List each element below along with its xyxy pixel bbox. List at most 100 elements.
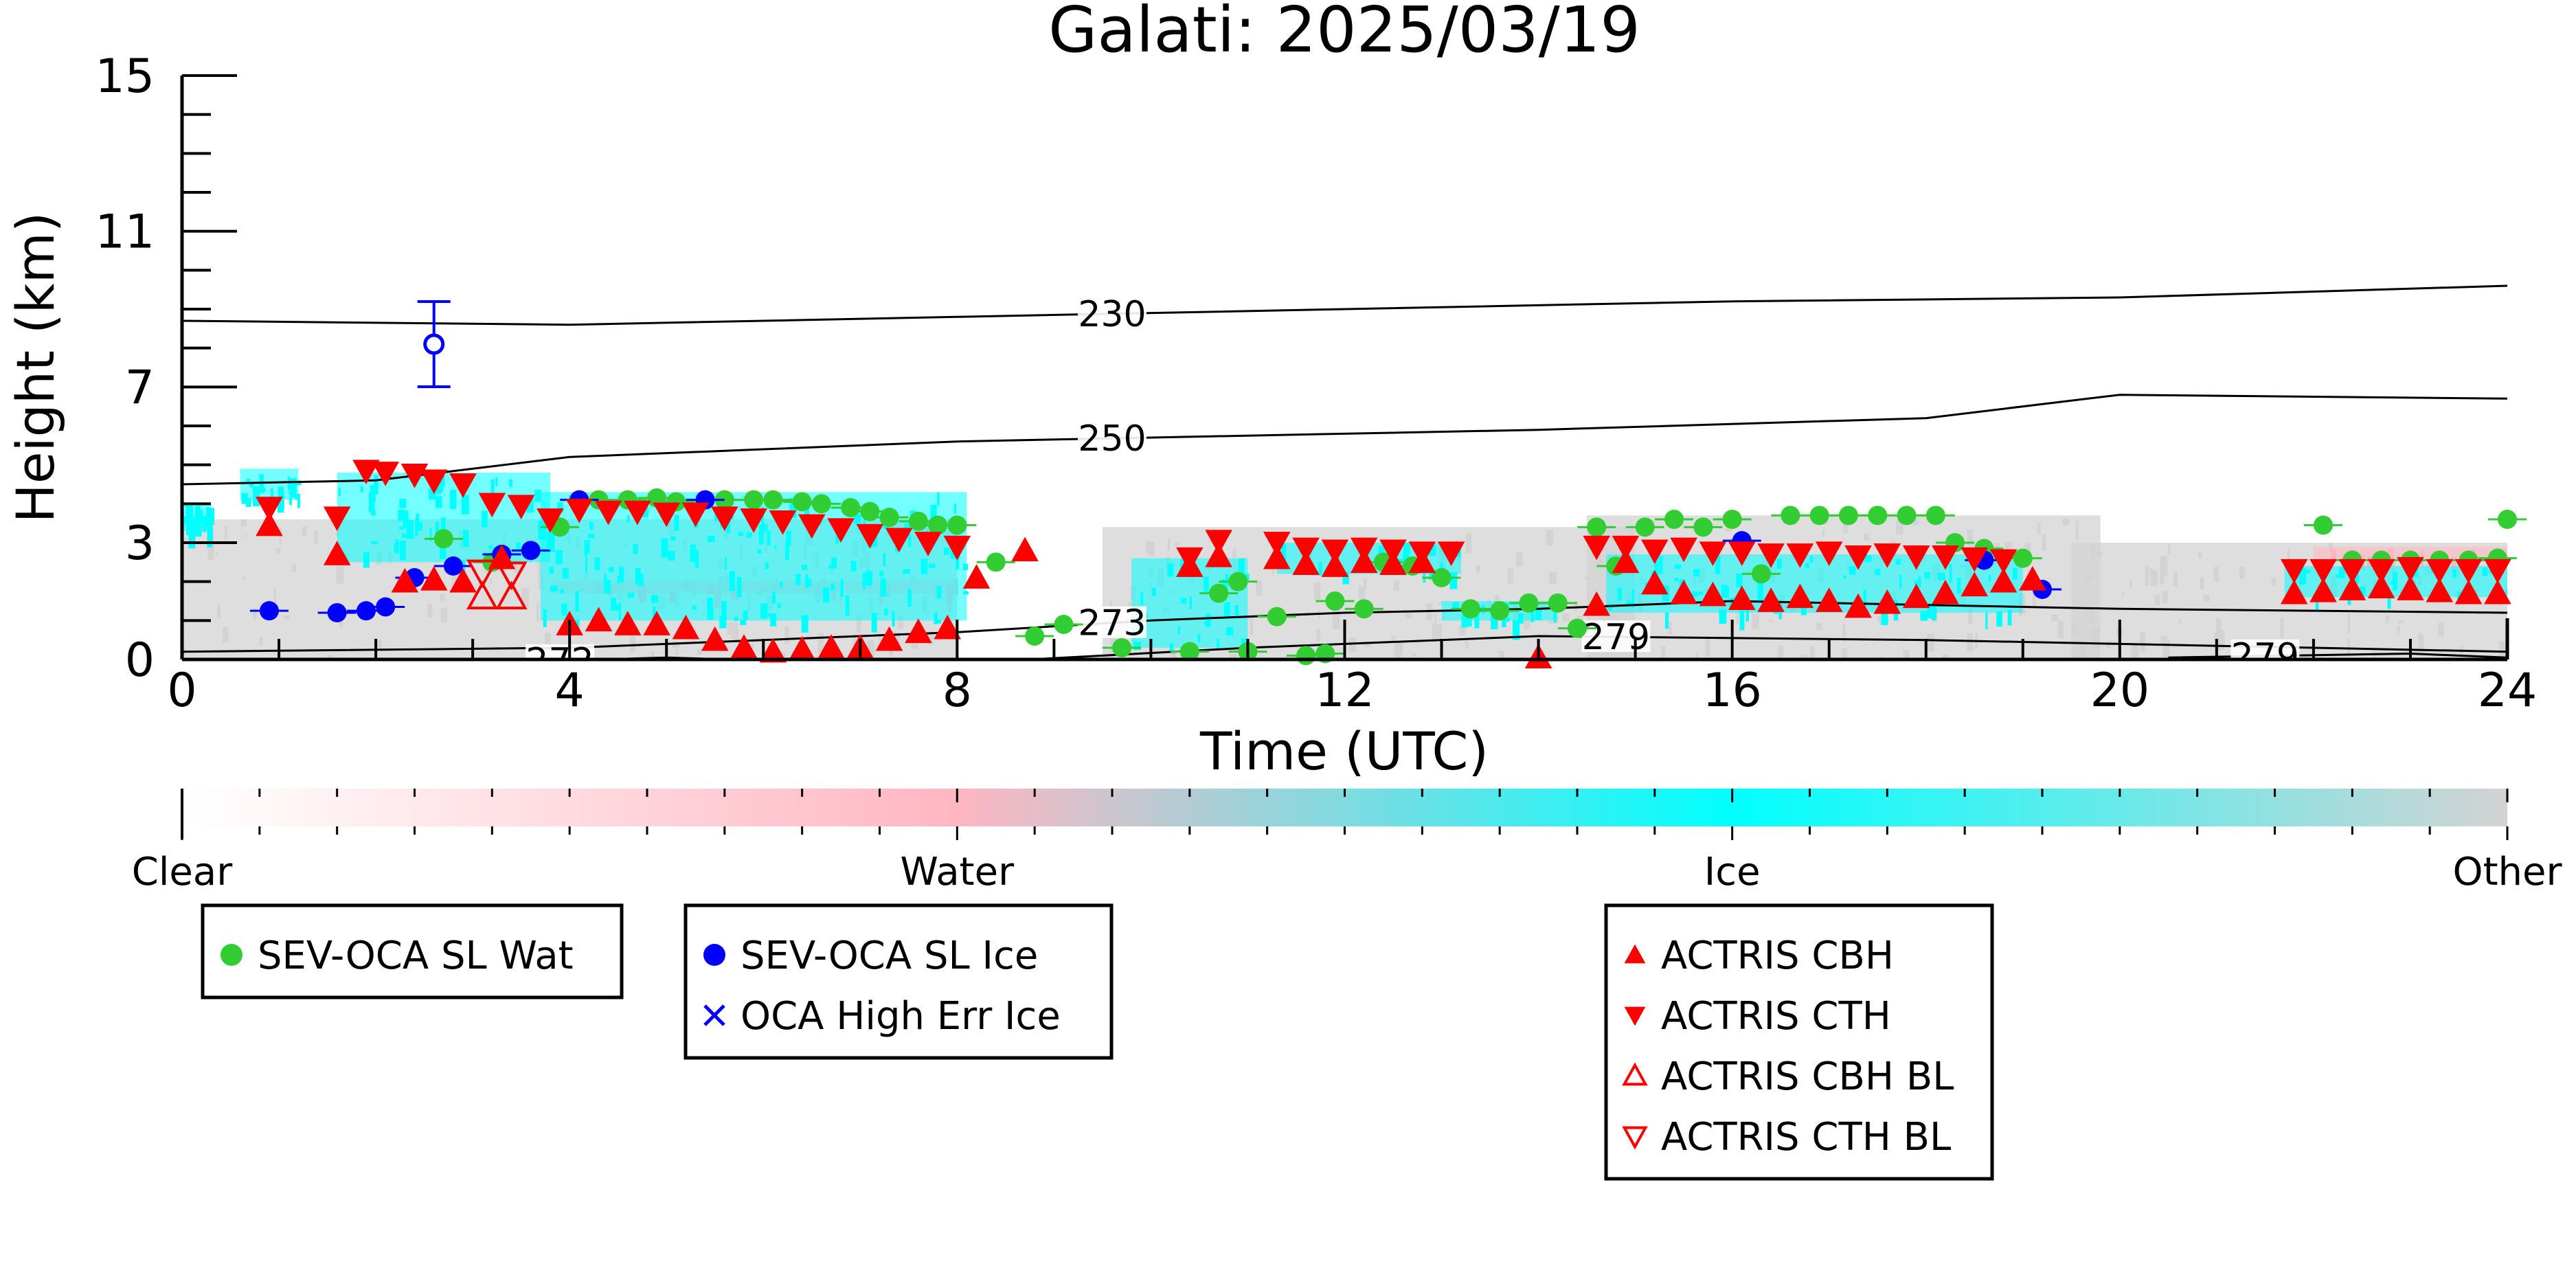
data-point — [986, 552, 1006, 572]
data-point — [2314, 515, 2334, 535]
legend-marker — [221, 944, 242, 966]
data-point — [947, 515, 967, 535]
data-point — [711, 506, 738, 531]
data-point — [1868, 506, 1888, 526]
data-point — [2309, 578, 2337, 602]
data-point — [2367, 574, 2395, 599]
data-point — [1296, 646, 1316, 666]
data-point — [1612, 548, 1640, 574]
data-point — [2426, 578, 2454, 602]
data-point — [841, 498, 861, 517]
contour-label-273: 273 — [1078, 603, 1146, 644]
data-point — [1989, 567, 2018, 593]
data-point — [827, 518, 855, 543]
colorbar-label: Clear — [132, 850, 233, 894]
data-point — [769, 510, 797, 535]
data-point — [1728, 585, 1756, 611]
data-point — [1011, 536, 1039, 562]
data-point — [2454, 579, 2483, 605]
data-point — [423, 333, 445, 355]
chart-title: Galati: 2025/03/19 — [1048, 0, 1640, 67]
data-point — [495, 580, 528, 610]
data-point — [885, 528, 913, 553]
contour-line-230 — [182, 284, 2507, 326]
data-point — [2454, 558, 2483, 584]
data-point — [1815, 587, 1843, 612]
data-point — [1932, 545, 1959, 570]
data-point — [1548, 593, 1568, 613]
legend-box-1: SEV-OCA SL Wat — [201, 903, 624, 999]
data-point — [1786, 543, 1814, 568]
colorbar-label: Water — [901, 850, 1015, 894]
legend-box-2: SEV-OCA SL Ice OCA High Err Ice — [683, 903, 1114, 1060]
series-oca-high-err-ice — [417, 300, 451, 388]
data-point — [1205, 530, 1232, 554]
colorbar: Clear Water Ice Other — [132, 789, 2562, 894]
legends: SEV-OCA SL Wat SEV-OCA SL Ice OCA High Err… — [201, 903, 1994, 1181]
data-point — [1815, 541, 1843, 566]
data-point — [653, 502, 681, 528]
data-point — [1587, 517, 1607, 537]
legend-label: SEV-OCA SL Wat — [258, 934, 574, 978]
data-point — [1728, 541, 1756, 566]
data-point — [624, 500, 651, 526]
legend-label: OCA High Err Ice — [741, 994, 1061, 1039]
series-actris-cth — [256, 460, 2511, 584]
data-point — [323, 541, 351, 565]
x-tick-label: 4 — [555, 664, 585, 718]
data-point — [943, 535, 971, 561]
data-point — [1228, 572, 1248, 591]
data-point — [1925, 506, 1945, 526]
data-point — [788, 636, 816, 661]
data-point — [1583, 591, 1611, 616]
data-point — [1176, 547, 1204, 572]
mask-region-ice — [1131, 558, 1250, 654]
data-point — [1112, 638, 1132, 657]
data-point — [1757, 543, 1785, 568]
y-axis-label: Height (km) — [5, 212, 66, 523]
data-point — [521, 541, 541, 561]
data-point — [1902, 545, 1930, 570]
data-point — [466, 559, 499, 589]
data-point — [2338, 558, 2366, 584]
legend-marker — [1622, 1126, 1648, 1150]
data-point — [536, 508, 564, 533]
data-point — [1179, 642, 1199, 662]
data-point — [1350, 537, 1378, 563]
data-point — [730, 634, 758, 659]
data-point — [1568, 618, 1587, 638]
data-point — [433, 529, 453, 549]
data-point — [744, 490, 764, 510]
y-tick-label: 11 — [95, 205, 155, 260]
data-point — [1902, 583, 1930, 609]
data-point — [391, 567, 419, 593]
data-point — [1757, 587, 1785, 612]
data-point — [1699, 541, 1727, 566]
data-point — [1641, 539, 1669, 565]
data-point — [594, 500, 622, 526]
data-point — [449, 473, 477, 498]
legend-label: ACTRIS CBH BL — [1661, 1054, 1954, 1099]
data-point — [1844, 545, 1872, 570]
x-tick-label: 12 — [1315, 664, 1375, 718]
data-point — [1670, 579, 1697, 605]
legend-label: ACTRIS CBH — [1661, 934, 1894, 978]
data-point — [1267, 607, 1287, 626]
data-point — [1838, 506, 1858, 526]
contour-label-250: 250 — [1078, 418, 1146, 460]
data-point — [1321, 539, 1349, 565]
data-point — [495, 561, 528, 591]
x-tick-label: 0 — [167, 664, 196, 718]
data-point — [327, 603, 347, 622]
data-point — [259, 601, 279, 621]
data-point — [1408, 541, 1436, 566]
data-point — [2338, 576, 2366, 600]
legend-marker — [1624, 1006, 1646, 1026]
x-tick-label: 24 — [2478, 664, 2538, 718]
data-point — [1321, 552, 1349, 577]
data-point — [256, 497, 283, 521]
data-point — [585, 607, 613, 632]
data-point — [1379, 539, 1407, 565]
contour-line-250 — [182, 394, 2507, 486]
data-point — [798, 514, 826, 539]
